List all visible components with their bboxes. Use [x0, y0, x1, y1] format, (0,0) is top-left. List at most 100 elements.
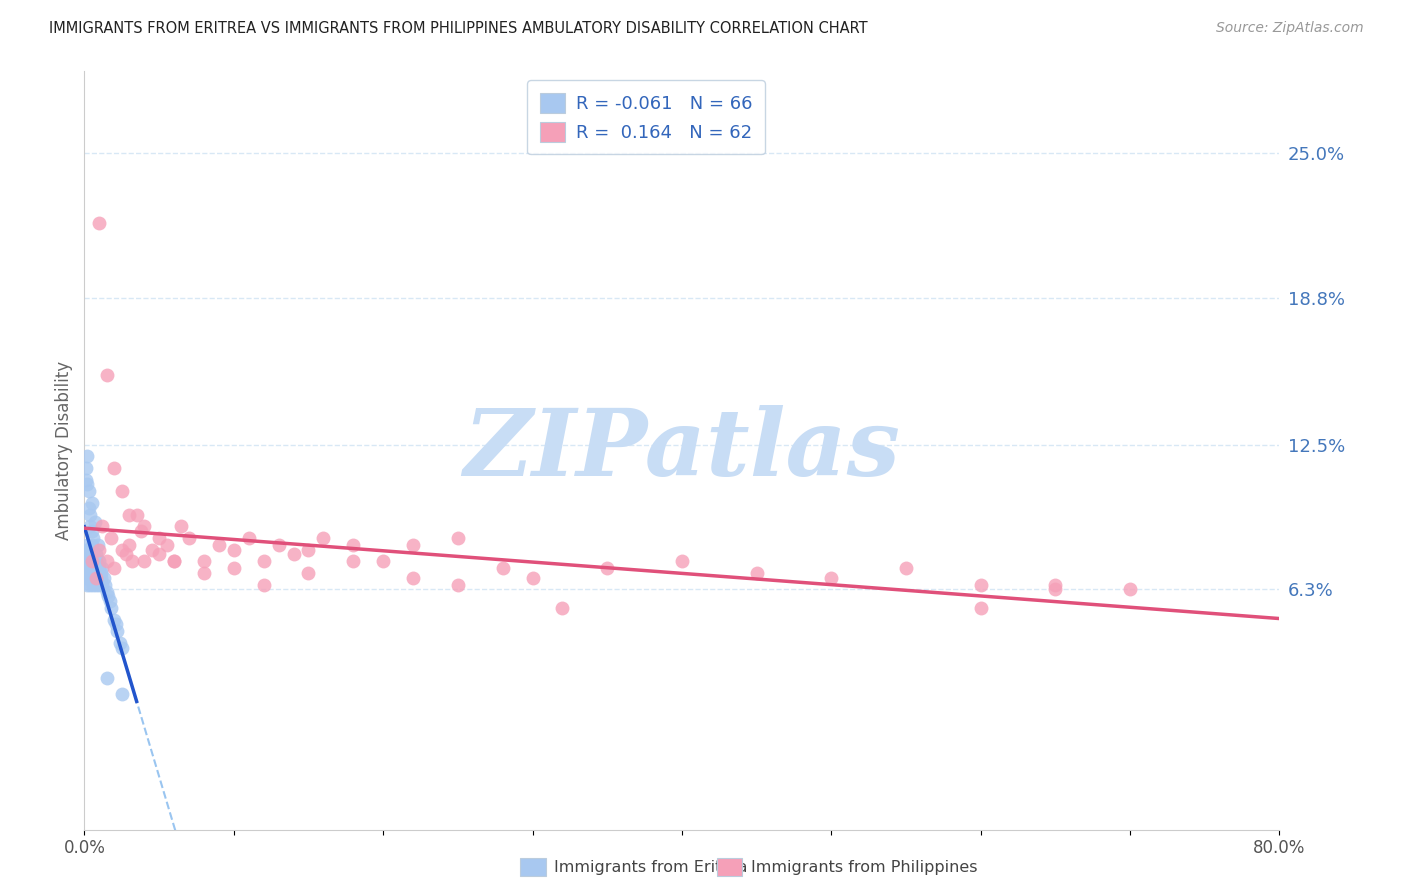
Point [77, 566, 100, 580]
Point [82, 577, 104, 591]
Point [89, 577, 111, 591]
Point [76, 552, 98, 566]
Point [745, 566, 768, 580]
Point [75, 571, 97, 585]
Point [80, 538, 103, 552]
Point [103, 613, 125, 627]
Point [193, 566, 215, 580]
Point [148, 547, 170, 561]
Point [970, 577, 993, 591]
Point [79, 547, 101, 561]
Point [103, 461, 125, 475]
Point [90, 571, 112, 585]
Point [91, 577, 114, 591]
Point [111, 542, 134, 557]
Point [222, 561, 245, 575]
Point [75, 473, 97, 487]
Point [148, 531, 170, 545]
Point [75, 542, 97, 557]
Point [820, 571, 842, 585]
Point [100, 601, 122, 615]
Point [77, 500, 100, 515]
Point [76, 547, 98, 561]
Point [79, 577, 101, 591]
Point [83, 566, 105, 580]
Point [86, 547, 108, 561]
Point [83, 554, 105, 568]
Point [100, 531, 122, 545]
Point [96, 554, 118, 568]
Point [132, 554, 156, 568]
Text: Source: ZipAtlas.com: Source: ZipAtlas.com [1216, 21, 1364, 36]
Point [96, 671, 118, 685]
Point [79, 508, 101, 522]
Point [80, 554, 103, 568]
Point [342, 554, 364, 568]
Point [222, 542, 245, 557]
Point [93, 571, 115, 585]
Point [118, 538, 141, 552]
Point [283, 547, 305, 561]
Point [75, 461, 97, 475]
Point [312, 531, 335, 545]
Point [342, 538, 364, 552]
Text: ZIPatlas: ZIPatlas [464, 406, 900, 495]
Point [75, 566, 97, 580]
Point [894, 561, 917, 575]
Point [111, 687, 134, 701]
Point [970, 601, 993, 615]
Point [1045, 582, 1067, 597]
Point [402, 571, 425, 585]
Point [111, 640, 134, 655]
Point [79, 519, 101, 533]
Point [118, 508, 141, 522]
Point [596, 561, 619, 575]
Point [253, 577, 276, 591]
Point [76, 477, 98, 491]
Point [86, 554, 108, 568]
Point [79, 557, 101, 571]
Point [82, 531, 104, 545]
Point [522, 571, 544, 585]
Point [163, 554, 186, 568]
Point [297, 542, 319, 557]
Point [1045, 577, 1067, 591]
Point [155, 538, 177, 552]
Point [253, 554, 276, 568]
Point [82, 547, 104, 561]
Point [104, 617, 127, 632]
Point [86, 577, 108, 591]
Point [141, 542, 163, 557]
Point [86, 561, 108, 575]
Point [373, 554, 395, 568]
Point [170, 519, 193, 533]
Point [193, 554, 215, 568]
Point [97, 589, 120, 603]
Point [96, 368, 118, 382]
Point [125, 508, 148, 522]
Text: Immigrants from Philippines: Immigrants from Philippines [751, 860, 977, 874]
Point [90, 566, 112, 580]
Point [132, 519, 156, 533]
Point [87, 571, 110, 585]
Point [80, 566, 103, 580]
Point [86, 571, 108, 585]
Point [94, 577, 117, 591]
Point [129, 524, 152, 538]
Point [91, 519, 114, 533]
Point [89, 216, 111, 230]
Point [89, 542, 111, 557]
Point [163, 554, 186, 568]
Point [76, 561, 98, 575]
Point [402, 538, 425, 552]
Point [79, 561, 101, 575]
Point [447, 577, 470, 591]
Point [77, 484, 100, 499]
Point [80, 554, 103, 568]
Point [82, 561, 104, 575]
Point [492, 561, 515, 575]
Point [297, 566, 319, 580]
Point [77, 542, 100, 557]
Legend: R = -0.061   N = 66, R =  0.164   N = 62: R = -0.061 N = 66, R = 0.164 N = 62 [527, 80, 765, 154]
Point [115, 547, 138, 561]
